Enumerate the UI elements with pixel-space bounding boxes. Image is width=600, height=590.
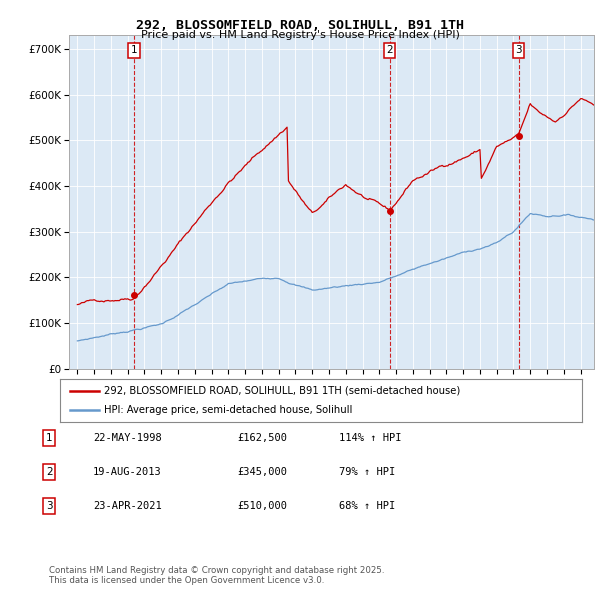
Text: 68% ↑ HPI: 68% ↑ HPI (339, 502, 395, 511)
Text: 292, BLOSSOMFIELD ROAD, SOLIHULL, B91 1TH (semi-detached house): 292, BLOSSOMFIELD ROAD, SOLIHULL, B91 1T… (104, 386, 461, 396)
Text: 3: 3 (515, 45, 522, 55)
Text: 2: 2 (386, 45, 393, 55)
Text: Contains HM Land Registry data © Crown copyright and database right 2025.
This d: Contains HM Land Registry data © Crown c… (49, 566, 385, 585)
Text: 1: 1 (131, 45, 137, 55)
Text: Price paid vs. HM Land Registry's House Price Index (HPI): Price paid vs. HM Land Registry's House … (140, 30, 460, 40)
Text: £162,500: £162,500 (237, 433, 287, 442)
Text: 1: 1 (46, 433, 53, 442)
Text: 22-MAY-1998: 22-MAY-1998 (93, 433, 162, 442)
Text: £510,000: £510,000 (237, 502, 287, 511)
Text: 2: 2 (46, 467, 53, 477)
Text: 292, BLOSSOMFIELD ROAD, SOLIHULL, B91 1TH: 292, BLOSSOMFIELD ROAD, SOLIHULL, B91 1T… (136, 19, 464, 32)
Text: 79% ↑ HPI: 79% ↑ HPI (339, 467, 395, 477)
Text: 114% ↑ HPI: 114% ↑ HPI (339, 433, 401, 442)
Text: HPI: Average price, semi-detached house, Solihull: HPI: Average price, semi-detached house,… (104, 405, 353, 415)
Text: 3: 3 (46, 502, 53, 511)
Text: £345,000: £345,000 (237, 467, 287, 477)
Text: 23-APR-2021: 23-APR-2021 (93, 502, 162, 511)
Text: 19-AUG-2013: 19-AUG-2013 (93, 467, 162, 477)
